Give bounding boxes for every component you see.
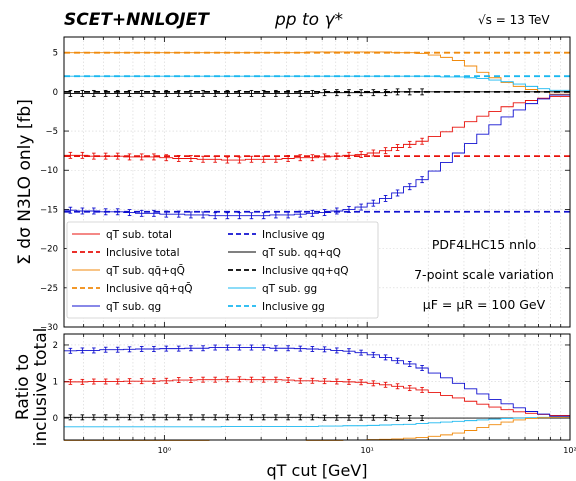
y-tick-label: 0 (53, 88, 58, 98)
series-line-qt-sub-total (64, 96, 570, 161)
y-tick-label: 2 (53, 341, 58, 351)
main-series (64, 51, 570, 220)
legend-label: qT sub. qq̄+qQ̄ (106, 264, 185, 277)
ratio-line-gg (64, 416, 570, 428)
legend-label: qT sub. total (106, 229, 172, 241)
scale-variation-annotation: 7-point scale variation (414, 267, 554, 282)
legend-label: Inclusive qq+qQ (262, 265, 349, 277)
ratio-x-ticks: 10⁰ 10¹ 10² (158, 446, 576, 455)
y-tick-label: −5 (45, 127, 58, 137)
ratio-line-total (64, 378, 570, 416)
ratio-frame (63, 333, 571, 441)
ratio-series (64, 344, 570, 441)
main-y-axis-label: Σ dσ N3LO only [fb] (15, 99, 35, 265)
legend-items: qT sub. total Inclusive total qT sub. qq̄+… (72, 229, 349, 313)
y-tick-label: 5 (53, 49, 58, 59)
y-tick-label: 1 (53, 378, 58, 388)
energy-label: √s = 13 TeV (478, 13, 550, 27)
y-tick-label: 0 (53, 414, 58, 424)
legend-label: Inclusive qq̄+qQ̄ (106, 282, 193, 295)
process-label: pp to γ* (274, 10, 343, 30)
y-tick-label: −15 (40, 205, 58, 215)
legend-label: Inclusive qg (262, 229, 325, 241)
x-axis-label: qT cut [GeV] (267, 461, 368, 480)
y-tick-label: −25 (40, 284, 58, 294)
ratio-line-qg (64, 347, 570, 417)
legend-box (66, 221, 379, 319)
ratio-plot-area (64, 334, 570, 440)
ratio-y-axis-label-line1: Ratio to (13, 354, 33, 420)
series-line-qt-sub-qg (64, 94, 570, 217)
brand-title: SCET+NNLOJET (64, 10, 210, 30)
x-tick-label: 10² (563, 446, 576, 455)
legend-label: Inclusive gg (262, 301, 325, 313)
scale-choice-annotation: μF = μR = 100 GeV (423, 297, 546, 312)
legend-label: qT sub. gg (262, 283, 317, 295)
y-tick-label: −30 (40, 323, 58, 333)
legend-label: qT sub. qg (106, 301, 161, 313)
ratio-panel: 2 1 0 10⁰ 10¹ 10² (53, 333, 576, 455)
x-tick-label: 10⁰ (158, 446, 171, 455)
y-tick-label: −10 (40, 166, 58, 176)
y-tick-label: −20 (40, 245, 58, 255)
main-y-ticks: 5 0 −5 −10 −15 −20 −25 −30 (40, 49, 570, 333)
ratio-line-qq (64, 416, 570, 419)
ratio-y-axis-label-line2: inclusive total (31, 328, 51, 447)
legend-label: qT sub. qq+qQ (262, 247, 341, 259)
x-tick-label: 10¹ (360, 446, 373, 455)
legend: qT sub. total Inclusive total qT sub. qq̄+… (66, 221, 379, 319)
legend-label: Inclusive total (106, 247, 180, 259)
pdf-annotation: PDF4LHC15 nnlo (432, 237, 536, 252)
main-frame (63, 36, 571, 328)
